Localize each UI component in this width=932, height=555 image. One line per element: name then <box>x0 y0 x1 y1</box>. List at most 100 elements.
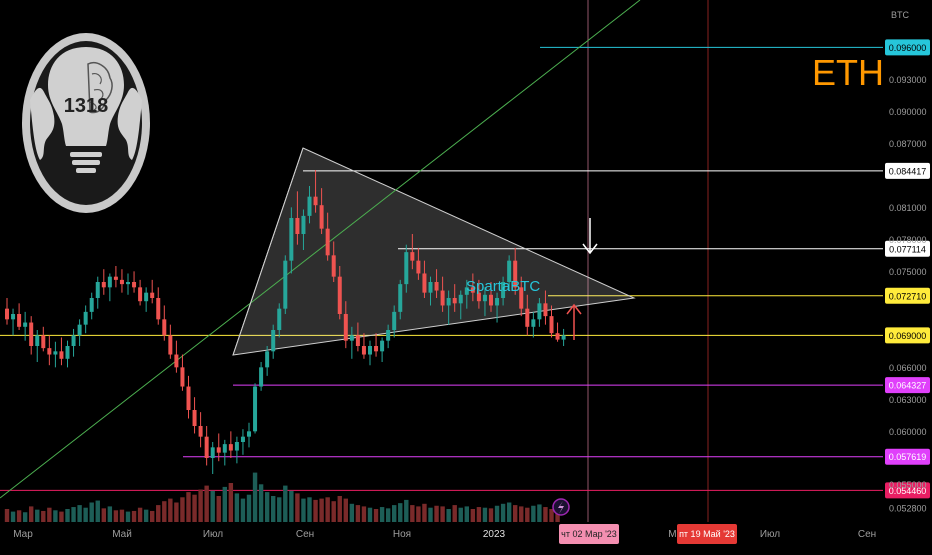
candle-body <box>434 282 439 291</box>
candle-body <box>65 346 70 359</box>
price-tick-label: 0.055000 <box>889 480 927 490</box>
candle-body <box>452 298 457 304</box>
candle-body <box>89 298 94 312</box>
candle-body <box>95 282 100 298</box>
volume-bar <box>385 508 391 522</box>
volume-bar <box>301 498 306 522</box>
symbol-title: ETH <box>812 52 884 93</box>
volume-bar <box>549 509 554 522</box>
price-tick-label: 0.075000 <box>889 267 927 277</box>
candle-body <box>198 426 203 437</box>
right-face-profile-shape <box>117 87 142 160</box>
volume-bar <box>404 499 409 522</box>
volume-bar <box>83 507 88 522</box>
candle-body <box>271 330 276 352</box>
date-badge <box>559 524 619 544</box>
candle-body <box>168 335 173 355</box>
volume-bar <box>331 501 336 522</box>
candle-body <box>337 276 342 314</box>
candle-body <box>150 292 155 298</box>
volume-bar <box>204 485 209 522</box>
volume-bar <box>210 490 215 522</box>
candle-body <box>277 308 282 330</box>
volume-bar <box>252 472 258 522</box>
candle-body <box>380 340 385 352</box>
candle-body <box>222 444 227 453</box>
candle-body <box>5 308 9 320</box>
candle-body <box>507 260 512 282</box>
time-tick-label: Июл <box>203 529 223 540</box>
volume-bar <box>337 496 342 522</box>
price-level-label: 0.064327 <box>889 381 927 391</box>
candle-body <box>489 294 493 306</box>
volume-bar <box>180 497 185 522</box>
candle-body <box>476 292 481 302</box>
price-level-badge <box>885 377 930 394</box>
volume-bar <box>476 507 482 522</box>
candle-body <box>343 314 348 341</box>
price-axis[interactable]: BTC 0.096000 0.084417 0.077114 0.072710 0.06… <box>885 10 930 514</box>
candle-body <box>210 447 215 458</box>
candle-body <box>11 314 16 320</box>
date-badge <box>677 524 737 544</box>
volume-bar <box>488 508 494 522</box>
bulb-base-stripe-3 <box>76 168 96 173</box>
uptrend-line <box>0 0 641 499</box>
volume-bar <box>47 507 52 522</box>
volume-bar <box>289 490 294 522</box>
volume-bar <box>162 501 167 522</box>
volume-bar <box>373 509 379 522</box>
candle-body <box>368 346 372 355</box>
volume-bar <box>240 498 246 522</box>
volume-bar <box>416 506 421 522</box>
volume-bar <box>35 509 40 522</box>
volume-bar <box>525 507 530 522</box>
volume-bar <box>349 503 355 522</box>
volume-bar <box>434 505 439 522</box>
time-tick-label: 2023 <box>483 529 506 540</box>
volume-bar <box>319 498 324 522</box>
volume-bar <box>531 505 536 522</box>
candle-body <box>355 335 360 346</box>
candlestick-series <box>5 170 566 474</box>
volume-bar <box>452 505 457 522</box>
price-tick-label: 0.066000 <box>889 363 927 373</box>
down-arrow-icon <box>582 218 598 255</box>
time-tick-label: Июл <box>760 529 780 540</box>
volume-bar <box>361 506 367 522</box>
volume-bar <box>198 489 203 522</box>
volume-bar <box>343 498 348 522</box>
volume-bar <box>410 505 415 522</box>
candle-body <box>240 436 245 442</box>
price-tick-label: 0.090000 <box>889 107 927 117</box>
candle-body <box>458 294 463 304</box>
brain-outline-shape <box>87 62 113 114</box>
candle-body <box>349 335 354 341</box>
candle-body <box>186 386 191 410</box>
candle-body <box>301 215 306 234</box>
lightning-icon <box>558 501 564 514</box>
candle-body <box>555 333 560 340</box>
candle-body <box>47 348 52 355</box>
horizontal-price-levels <box>0 46 883 491</box>
volume-bar <box>428 507 433 522</box>
candle-body <box>537 303 542 320</box>
volume-bar <box>29 506 34 522</box>
logo-number-text: 1318 <box>64 95 109 117</box>
candle-body <box>331 255 336 277</box>
candle-body <box>204 436 209 458</box>
time-axis[interactable]: МарМайИюлСенНоя2023МарМайИюлСен <box>13 529 876 540</box>
candle-body <box>374 346 379 352</box>
price-level-badge <box>885 287 930 304</box>
candle-body <box>561 335 566 340</box>
volume-bar <box>494 505 500 522</box>
volume-bar <box>367 507 373 522</box>
drawing-annotations <box>552 218 598 516</box>
volume-bar <box>500 503 506 522</box>
volume-bar <box>513 505 518 522</box>
volume-bar <box>53 510 58 522</box>
volume-bar <box>555 510 560 522</box>
candle-body <box>325 228 330 256</box>
